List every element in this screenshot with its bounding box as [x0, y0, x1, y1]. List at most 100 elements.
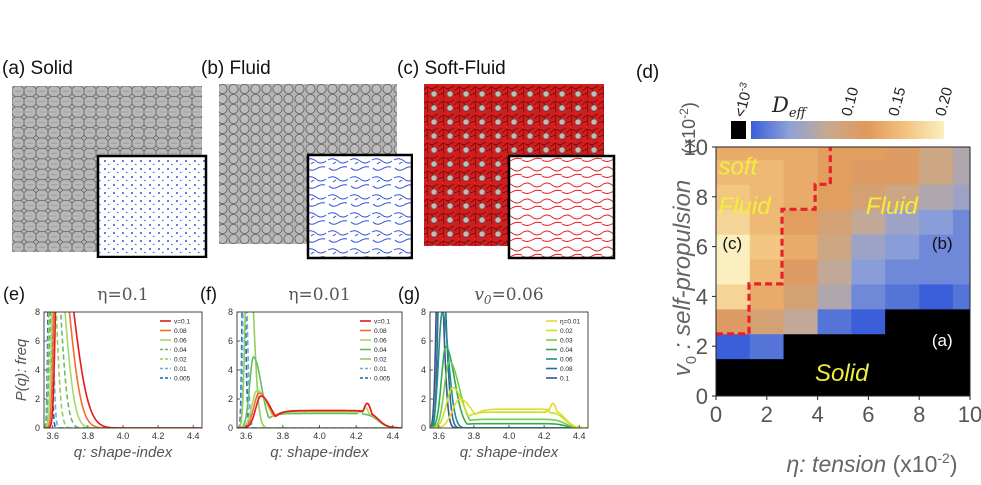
heatmap-cell [952, 234, 970, 260]
heatmap-cell [749, 259, 785, 285]
chart-f-series-line-4 [237, 312, 402, 428]
chart-g-title: v0=0.06 [474, 285, 543, 307]
panel-g-letter: (g) [398, 284, 420, 304]
heatmap-cell [919, 283, 954, 310]
heatmap-cell [952, 184, 970, 210]
chart-d-ytick-label: 8 [696, 185, 708, 210]
fluid-flow-inset [306, 153, 413, 260]
chart-f: (f) η=0.01 3.6 3.8 4.0 4.2 4.4 0 2 4 6 8 q: shape-in… [200, 284, 403, 461]
soft-fluid-flow-inset [507, 154, 616, 260]
heatmap-cell [783, 184, 819, 210]
heatmap-cell [885, 283, 920, 310]
chart-d-xtick-label: 6 [862, 402, 874, 427]
heatmap-cell [716, 283, 751, 310]
chart-d-xlabel-exp: -2 [937, 450, 950, 466]
chart-d-xtick-label: 8 [913, 402, 925, 427]
chart-g-legend-label-4: 0.06 [560, 357, 573, 364]
soft-fluid-tissue-snapshot [424, 84, 616, 260]
chart-g-legend-label-1: 0.02 [560, 328, 573, 335]
chart-d-xlabel-text: : tension [799, 451, 886, 477]
chart-f-title: η=0.01 [288, 285, 350, 305]
heatmap-cell [919, 234, 954, 260]
chart-e-legend-label-6: 0.005 [174, 376, 191, 383]
heatmap-cell [716, 234, 751, 260]
chart-e-xtick-label: 4.2 [152, 431, 165, 441]
chart-d-xlabel-close: ) [950, 451, 958, 477]
chart-e-ylabel: P(q): freq [13, 338, 30, 401]
panel-b-letter: (b) [201, 58, 225, 79]
chart-e-series-line-1 [44, 312, 202, 428]
heatmap-cell [885, 147, 920, 160]
heatmap-cell [952, 333, 970, 360]
heatmap-cell [952, 383, 970, 396]
chart-e-ytick-label: 2 [35, 394, 40, 404]
chart-f-xlabel: q: shape-index [270, 444, 369, 461]
chart-g-title-symbol: v [474, 285, 484, 305]
heatmap-cell [817, 333, 852, 360]
colorbar-low-text: <10 [731, 90, 754, 119]
chart-d-xtick-label: 4 [811, 402, 823, 427]
heatmap-cell [749, 308, 785, 335]
chart-f-series-group [237, 312, 402, 428]
heatmap-cell [749, 147, 785, 160]
heatmap-cell [952, 147, 970, 160]
heatmap-cell [885, 234, 920, 260]
chart-d-ylabel: v0 : self-propulsion [669, 180, 700, 376]
heatmap-cell [749, 184, 785, 210]
heatmap-cell [885, 159, 920, 185]
chart-d-yunit-text: (x10 [679, 119, 699, 154]
colorbar-tick-label: 0.15 [885, 85, 909, 118]
chart-d-ylabel-symbol: v [669, 362, 696, 376]
chart-e-xtick-label: 3.6 [47, 431, 60, 441]
panel-b-title: Fluid [229, 58, 271, 79]
heatmap-cell [783, 383, 819, 396]
heatmap-cell [851, 234, 886, 260]
chart-g-xtick-label: 4.0 [503, 431, 516, 441]
chart-f-xtick-label: 3.6 [240, 431, 253, 441]
heatmap-cell [817, 159, 852, 185]
chart-d-cells [716, 147, 970, 396]
heatmap-cell [783, 358, 819, 385]
heatmap-cell [783, 259, 819, 285]
chart-g-xlabel: q: shape-index [460, 444, 559, 461]
chart-g-ytick-label: 8 [421, 307, 426, 317]
chart-g-xtick-label: 3.6 [433, 431, 446, 441]
chart-g-series-line-4 [430, 312, 588, 428]
chart-f-legend-label-0: v=0.1 [374, 319, 390, 326]
heatmap-cell [885, 308, 920, 335]
solid-tissue-snapshot [12, 86, 208, 258]
chart-f-ytick-label: 0 [228, 423, 233, 433]
chart-g-xtick-label: 4.4 [573, 431, 586, 441]
heatmap-cell [783, 159, 819, 185]
heatmap-cell [716, 147, 751, 160]
chart-d-ytick-label: 0 [696, 384, 708, 409]
chart-f-legend-label-5: 0.01 [374, 366, 387, 373]
chart-d-ylabel-text: : self-propulsion [669, 180, 696, 356]
chart-e-legend-label-0: v=0.1 [174, 319, 190, 326]
heatmap-cell [817, 209, 852, 235]
heatmap-cell [749, 209, 785, 235]
chart-d-xtick-label: 0 [710, 402, 722, 427]
chart-e-xtick-label: 4.4 [187, 431, 200, 441]
chart-f-ytick-label: 8 [228, 307, 233, 317]
heatmap-cell [716, 333, 751, 360]
colorbar [751, 121, 944, 139]
heatmap-cell [716, 259, 751, 285]
heatmap-cell [749, 333, 785, 360]
chart-e-xlabel: q: shape-index [74, 444, 173, 461]
heatmap-cell [919, 209, 954, 235]
heatmap-cell [749, 358, 785, 385]
chart-e: (e) η=0.1 3.6 3.8 4.0 4.2 4.4 0 2 4 6 8 q: shape-ind… [3, 284, 203, 461]
chart-f-ytick-label: 6 [228, 336, 233, 346]
chart-d-frame [715, 146, 971, 397]
heatmap-cell [783, 147, 819, 160]
heatmap-cell [783, 209, 819, 235]
heatmap-cell [919, 147, 954, 160]
chart-e-legend-label-1: 0.08 [174, 328, 187, 335]
chart-d-xlabel: η: tension (x10-2) [787, 450, 958, 477]
chart-f-legend-label-3: 0.04 [374, 347, 387, 354]
chart-f-ytick-label: 2 [228, 394, 233, 404]
colorbar-low-swatch [731, 121, 746, 139]
chart-g-xtick-label: 3.8 [468, 431, 481, 441]
